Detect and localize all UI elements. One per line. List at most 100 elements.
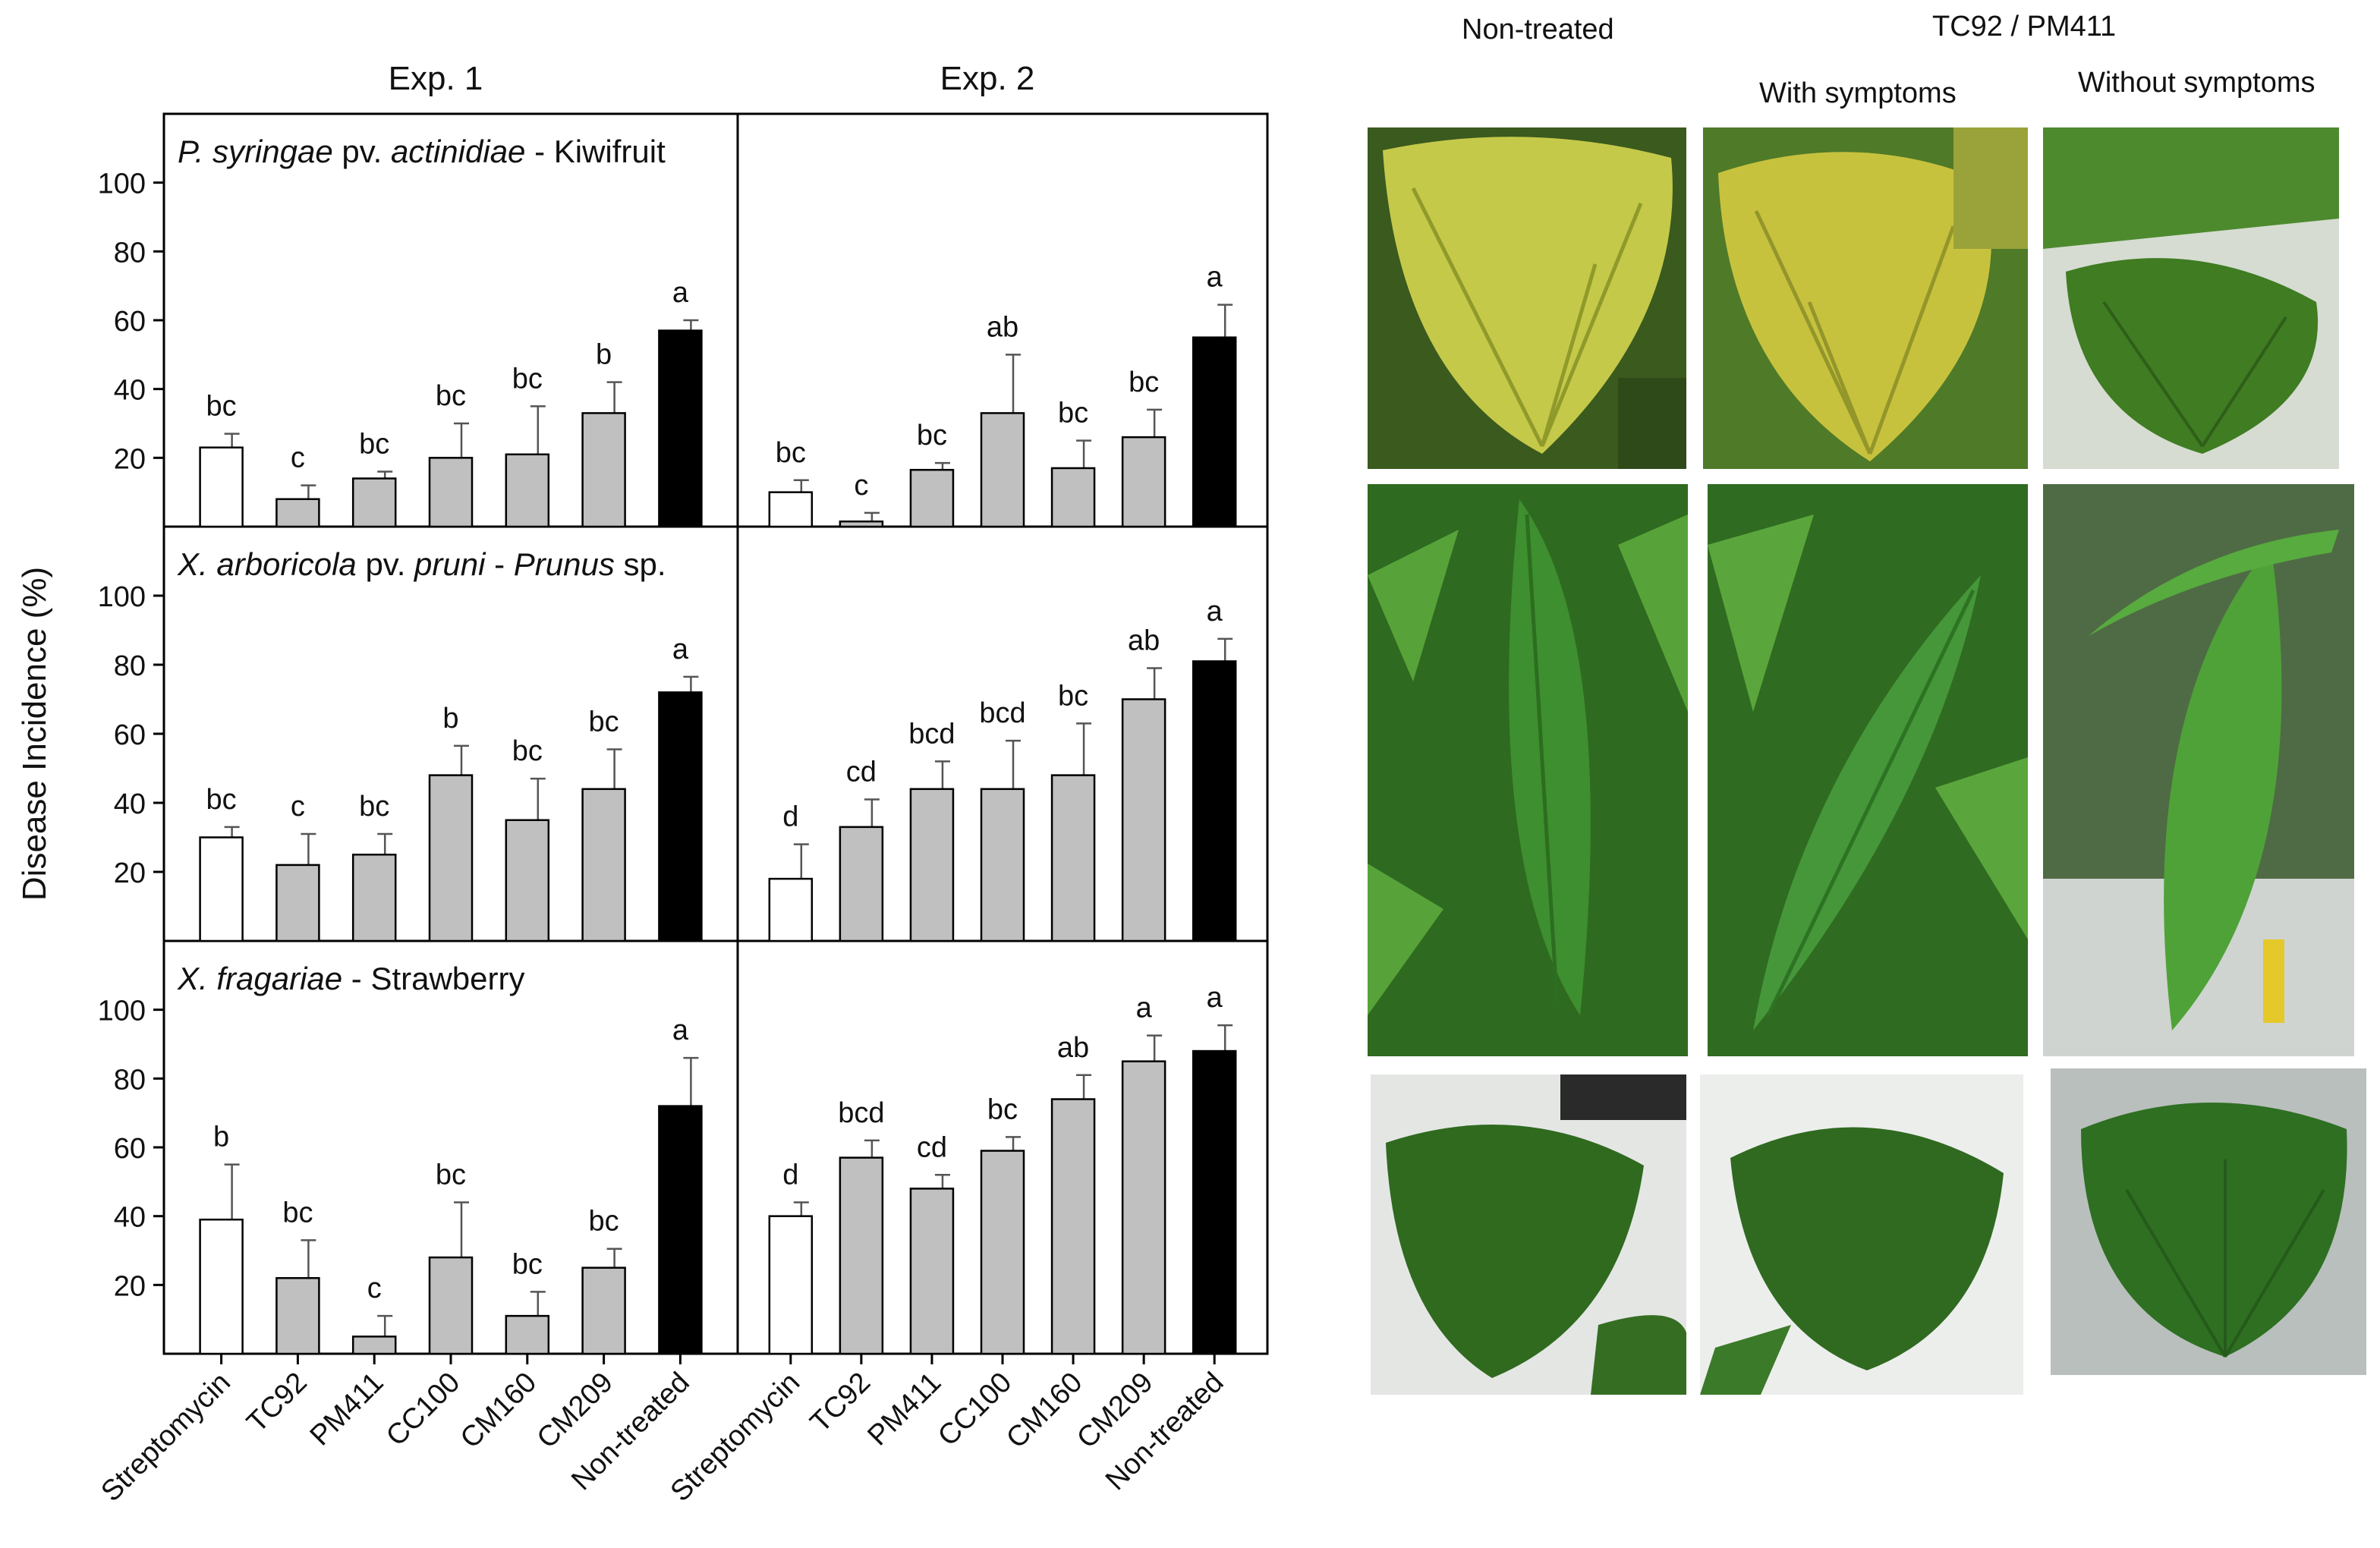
photo-prunus-without-symptoms bbox=[2043, 484, 2354, 1056]
significance-label: bc bbox=[512, 735, 543, 767]
significance-label: cd bbox=[846, 756, 877, 788]
bar-cm160 bbox=[505, 1314, 550, 1355]
bar-cm160 bbox=[1050, 774, 1096, 942]
bar-pm411 bbox=[351, 1336, 397, 1355]
y-tick-label: 40 bbox=[114, 788, 146, 820]
significance-label: bc bbox=[776, 437, 806, 469]
bar-cm160 bbox=[1050, 467, 1096, 528]
significance-label: bc bbox=[359, 428, 389, 460]
y-tick-label: 100 bbox=[98, 168, 146, 200]
significance-label: b bbox=[442, 703, 458, 735]
significance-label: b bbox=[596, 339, 612, 371]
significance-label: bc bbox=[917, 420, 947, 452]
y-tick-label: 60 bbox=[114, 719, 146, 751]
significance-label: bc bbox=[512, 1248, 543, 1280]
y-tick-label: 20 bbox=[114, 443, 146, 475]
significance-label: c bbox=[367, 1273, 382, 1304]
bar-cm209 bbox=[1121, 1060, 1166, 1355]
y-tick-label: 40 bbox=[114, 375, 146, 407]
y-tick-label: 60 bbox=[114, 1133, 146, 1165]
x-tick-label: PM411 bbox=[304, 1367, 390, 1452]
column-title-2: Exp. 2 bbox=[940, 60, 1035, 97]
x-tick-label: PM411 bbox=[861, 1367, 947, 1452]
bar-streptomycin bbox=[199, 446, 244, 528]
significance-label: bc bbox=[1058, 680, 1088, 712]
bar-streptomycin bbox=[768, 491, 814, 528]
photo-strawberry-non-treated bbox=[1371, 1074, 1686, 1395]
bar-pm411 bbox=[909, 788, 955, 942]
panel-title-2: X. arboricola pv. pruni - Prunus sp. bbox=[177, 546, 666, 582]
bar-cc100 bbox=[980, 788, 1025, 942]
bar-cc100 bbox=[980, 1150, 1025, 1355]
bar-tc92 bbox=[839, 826, 884, 942]
bar-cm160 bbox=[505, 819, 550, 942]
bar-pm411 bbox=[909, 468, 955, 528]
significance-label: cd bbox=[917, 1131, 947, 1163]
significance-label: bcd bbox=[979, 697, 1025, 729]
significance-label: a bbox=[1207, 982, 1223, 1014]
photo-header-without-symptoms: Without symptoms bbox=[2078, 67, 2315, 99]
significance-label: a bbox=[1207, 262, 1223, 294]
x-tick-label: CC100 bbox=[932, 1367, 1018, 1452]
bar-non-treated bbox=[1192, 336, 1237, 528]
x-tick-label: CM160 bbox=[1000, 1367, 1088, 1455]
bar-cc100 bbox=[428, 1256, 474, 1355]
y-axis-label: Disease Incidence (%) bbox=[16, 567, 53, 901]
bar-cc100 bbox=[980, 412, 1025, 528]
bar-streptomycin bbox=[768, 877, 814, 942]
y-tick-label: 80 bbox=[114, 650, 146, 682]
bar-non-treated bbox=[658, 691, 703, 942]
bar-cm209 bbox=[581, 788, 626, 942]
column-title-1: Exp. 1 bbox=[389, 60, 483, 97]
x-tick-label: TC92 bbox=[241, 1367, 313, 1439]
significance-label: a bbox=[1207, 596, 1223, 628]
x-tick-label: Streptomycin bbox=[95, 1367, 236, 1508]
significance-label: a bbox=[1136, 993, 1153, 1024]
x-tick-label: CM160 bbox=[455, 1367, 543, 1455]
photo-kiwi-with-symptoms bbox=[1703, 127, 2028, 469]
y-tick-label: 20 bbox=[114, 857, 146, 889]
bar-tc92 bbox=[275, 498, 320, 528]
significance-label: d bbox=[782, 1159, 798, 1191]
bar-chart-figure: Exp. 1 Exp. 2 Disease Incidence (%) 20 40 60 8… bbox=[16, 60, 1269, 1508]
significance-label: bc bbox=[987, 1093, 1018, 1125]
significance-label: ab bbox=[987, 311, 1018, 343]
bar-cm209 bbox=[581, 1266, 626, 1355]
y-tick-label: 20 bbox=[114, 1270, 146, 1302]
significance-label: bc bbox=[206, 784, 237, 816]
bar-tc92 bbox=[839, 520, 884, 528]
significance-label: c bbox=[854, 470, 868, 502]
bar-streptomycin bbox=[768, 1215, 814, 1355]
photo-prunus-non-treated bbox=[1368, 484, 1688, 1056]
bar-non-treated bbox=[658, 329, 703, 528]
y-tick-label: 100 bbox=[98, 996, 146, 1027]
bar-tc92 bbox=[275, 864, 320, 942]
photo-kiwi-non-treated bbox=[1368, 127, 1686, 469]
significance-label: ab bbox=[1128, 625, 1160, 657]
y-tick-label: 80 bbox=[114, 237, 146, 269]
y-tick-label: 60 bbox=[114, 306, 146, 338]
significance-label: a bbox=[672, 277, 689, 309]
bar-streptomycin bbox=[199, 836, 244, 942]
significance-label: a bbox=[672, 1015, 689, 1046]
significance-label: bc bbox=[589, 1206, 619, 1238]
bar-non-treated bbox=[1192, 1049, 1237, 1355]
significance-label: bc bbox=[512, 363, 543, 395]
bar-pm411 bbox=[351, 854, 397, 942]
photo-strawberry-with-symptoms bbox=[1700, 1074, 2023, 1395]
bar-non-treated bbox=[658, 1105, 703, 1355]
significance-label: c bbox=[291, 442, 305, 474]
significance-label: bc bbox=[436, 380, 466, 412]
significance-label: b bbox=[213, 1122, 229, 1153]
y-tick-label: 80 bbox=[114, 1064, 146, 1096]
significance-label: bcd bbox=[838, 1097, 884, 1129]
significance-label: bc bbox=[1058, 398, 1088, 429]
bar-tc92 bbox=[275, 1277, 320, 1355]
significance-label: ab bbox=[1057, 1032, 1089, 1064]
bar-cc100 bbox=[428, 774, 474, 942]
bar-cm209 bbox=[1121, 436, 1166, 528]
significance-label: bc bbox=[589, 706, 619, 738]
significance-label: c bbox=[291, 791, 305, 823]
significance-label: a bbox=[672, 634, 689, 665]
significance-label: d bbox=[782, 801, 798, 833]
